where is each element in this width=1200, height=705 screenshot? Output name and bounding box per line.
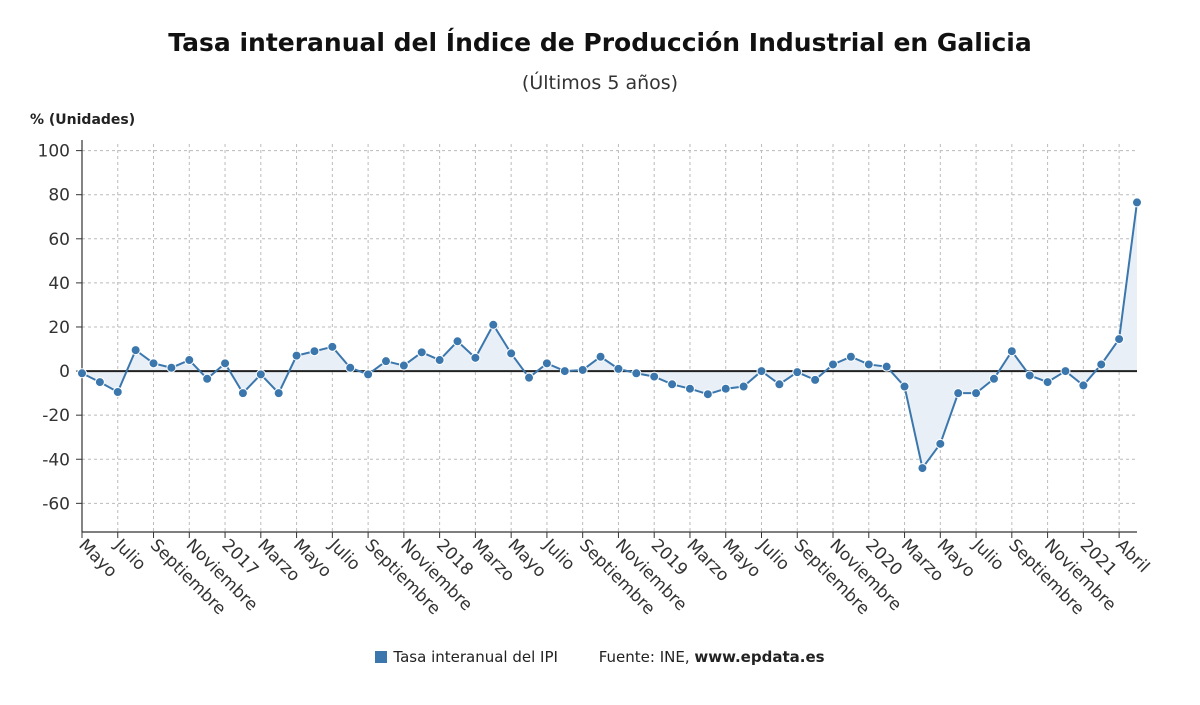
data-point	[1132, 197, 1142, 208]
y-tick-label: 100	[38, 142, 70, 162]
data-point	[220, 358, 231, 369]
source-label: Fuente: INE,	[598, 648, 690, 666]
chart-subtitle: (Últimos 5 años)	[521, 72, 679, 94]
data-point	[810, 374, 821, 385]
data-point	[702, 389, 713, 400]
data-point	[112, 387, 123, 398]
data-point	[881, 361, 892, 372]
data-point	[416, 347, 427, 358]
data-point	[345, 362, 356, 373]
y-tick-label: 40	[48, 274, 70, 294]
data-point	[738, 381, 749, 392]
y-tick-label: 80	[48, 186, 70, 206]
x-tick-label: Mayo	[74, 535, 120, 581]
data-point	[363, 369, 374, 380]
data-point	[917, 463, 928, 474]
source-site: www.epdata.es	[694, 648, 825, 666]
y-tick-label: 0	[59, 362, 70, 382]
data-point	[398, 360, 409, 371]
data-point	[184, 355, 195, 366]
data-point	[828, 359, 839, 370]
data-point	[577, 364, 588, 375]
data-point	[291, 350, 302, 361]
data-point	[166, 362, 177, 373]
data-point	[863, 359, 874, 370]
data-point	[94, 377, 105, 388]
legend-swatch	[375, 651, 388, 663]
data-point	[756, 366, 767, 377]
point-layer	[77, 197, 1142, 474]
data-point	[667, 379, 678, 390]
data-point	[255, 369, 266, 380]
line-chart: 100 80 60 40 20 0 -20 -40 -60 MayoJulioSeptiembr…	[38, 140, 1153, 619]
y-tick-label: -40	[42, 450, 70, 470]
chart-title: Tasa interanual del Índice de Producción…	[168, 28, 1032, 57]
y-tick-label: 60	[48, 230, 70, 250]
data-point	[953, 388, 964, 399]
data-point	[77, 368, 87, 379]
data-point	[595, 351, 606, 362]
data-point	[237, 388, 248, 399]
data-point	[613, 363, 624, 374]
x-tick-label: Abril	[1112, 535, 1154, 577]
series-area	[82, 202, 1137, 469]
y-tick-labels: 100 80 60 40 20 0 -20 -40 -60	[38, 142, 70, 515]
data-point	[631, 368, 642, 379]
data-point	[327, 341, 338, 352]
data-point	[988, 373, 999, 384]
data-point	[452, 336, 463, 347]
data-point	[380, 356, 391, 367]
data-point	[541, 358, 552, 369]
y-tick-label: 20	[48, 318, 70, 338]
axis-layer	[76, 140, 1137, 538]
y-tick-label: -60	[42, 494, 70, 514]
data-point	[470, 352, 481, 363]
data-point	[1006, 346, 1017, 357]
data-point	[488, 319, 499, 330]
data-point	[202, 373, 213, 384]
data-point	[971, 388, 982, 399]
grid-layer	[81, 144, 1137, 532]
data-point	[309, 346, 320, 357]
data-point	[684, 383, 695, 394]
data-point	[845, 351, 856, 362]
data-point	[649, 371, 660, 382]
data-point	[1114, 334, 1125, 345]
data-point	[559, 366, 570, 377]
data-point	[1078, 380, 1089, 391]
y-axis-label: % (Unidades)	[30, 112, 136, 128]
x-tick-labels: MayoJulioSeptiembreNoviembre2017MarzoMay…	[74, 535, 1153, 619]
data-point	[1042, 377, 1053, 388]
data-point	[434, 355, 445, 366]
data-point	[524, 372, 535, 383]
area-layer	[82, 202, 1137, 469]
data-point	[506, 348, 517, 359]
legend: Tasa interanual del IPI Fuente: INE, www…	[0, 648, 1200, 666]
data-point	[774, 379, 785, 390]
data-point	[1060, 366, 1071, 377]
line-layer	[81, 202, 1138, 471]
data-point	[1024, 370, 1035, 381]
data-point	[792, 367, 803, 378]
y-tick-label: -20	[42, 406, 70, 426]
legend-series-label: Tasa interanual del IPI	[393, 648, 558, 666]
data-point	[130, 345, 141, 356]
data-point	[899, 381, 910, 392]
data-point	[148, 358, 159, 369]
data-point	[720, 383, 731, 394]
data-point	[273, 388, 284, 399]
series-line	[81, 202, 1138, 471]
data-point	[1096, 359, 1107, 370]
data-point	[935, 438, 946, 449]
